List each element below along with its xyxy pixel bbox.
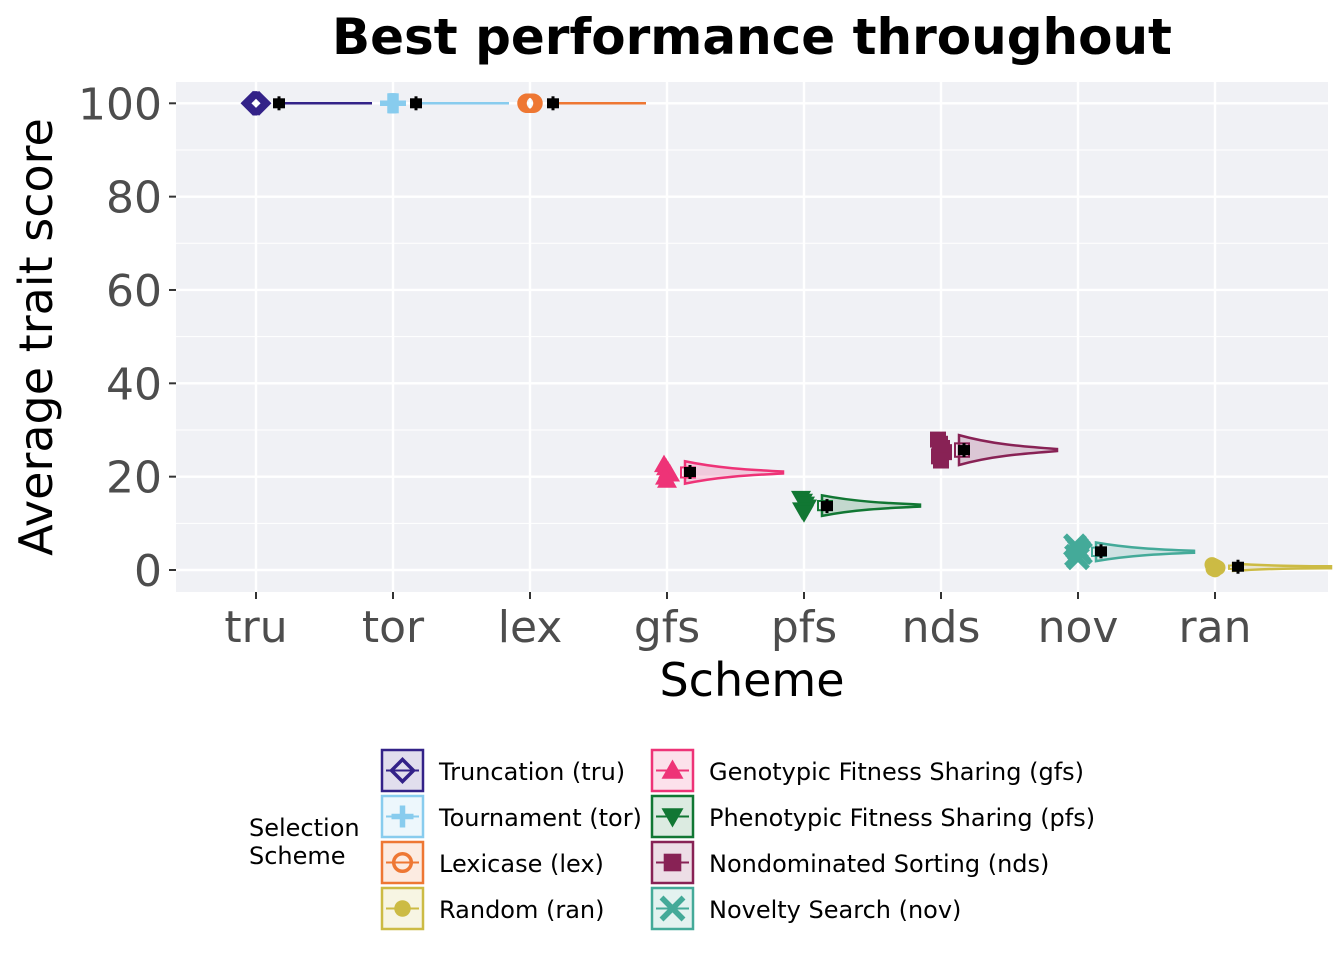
legend-item-tru: Truncation (tru) bbox=[380, 748, 625, 793]
legend: Selection Scheme Truncation (tru) Tournamen… bbox=[249, 748, 1095, 931]
legend-item-lex: Lexicase (lex) bbox=[380, 840, 604, 885]
y-tick-label: 100 bbox=[78, 79, 162, 130]
mean-marker bbox=[821, 501, 833, 512]
legend-label: Truncation (tru) bbox=[438, 758, 625, 786]
legend-title: Selection Scheme bbox=[249, 814, 360, 870]
mean-marker bbox=[410, 98, 422, 109]
violin-ran bbox=[1204, 557, 1333, 578]
legend-item-ran: Random (ran) bbox=[380, 886, 605, 931]
points bbox=[791, 490, 817, 523]
violin-tor bbox=[380, 93, 509, 114]
x-axis: tru tor lex gfs pfs nds nov ran bbox=[224, 592, 1251, 653]
mean-marker bbox=[1232, 561, 1244, 572]
circle-icon bbox=[394, 900, 411, 917]
x-tick-label: ran bbox=[1179, 602, 1252, 653]
violin-lex bbox=[517, 93, 646, 114]
points bbox=[1063, 533, 1093, 571]
x-tick-label: gfs bbox=[634, 602, 700, 653]
legend-label: Nondominated Sorting (nds) bbox=[709, 850, 1049, 878]
legend-item-gfs: Genotypic Fitness Sharing (gfs) bbox=[650, 748, 1084, 793]
violin-pfs bbox=[791, 490, 922, 523]
violin-shape bbox=[683, 459, 785, 486]
points bbox=[380, 93, 406, 114]
violin-nov bbox=[1063, 533, 1196, 571]
points bbox=[517, 93, 543, 114]
x-tick-label: nds bbox=[902, 602, 981, 653]
legend-item-nds: Nondominated Sorting (nds) bbox=[650, 840, 1049, 885]
chart-title: Best performance throughout bbox=[332, 8, 1172, 66]
x-axis-title: Scheme bbox=[659, 653, 844, 707]
y-tick-label: 60 bbox=[106, 266, 162, 317]
violin-gfs bbox=[654, 454, 785, 488]
x-tick-label: lex bbox=[498, 602, 563, 653]
triangle-down-icon bbox=[661, 808, 684, 828]
violin-shape bbox=[820, 493, 922, 518]
y-axis: 0 20 40 60 80 100 bbox=[78, 79, 176, 597]
x-tick-label: nov bbox=[1038, 602, 1119, 653]
triangle-up-icon bbox=[661, 759, 684, 779]
legend-item-tor: Tournament (tor) bbox=[380, 794, 642, 839]
violin-shape bbox=[957, 433, 1059, 467]
mean-marker bbox=[684, 466, 696, 477]
violin-tru bbox=[240, 90, 372, 116]
y-tick-label: 40 bbox=[106, 359, 162, 410]
points bbox=[1204, 557, 1226, 578]
legend-label: Random (ran) bbox=[439, 896, 605, 924]
mean-marker bbox=[547, 98, 559, 109]
violins bbox=[240, 90, 1333, 578]
legend-label: Novelty Search (nov) bbox=[709, 896, 961, 924]
y-tick-label: 0 bbox=[134, 546, 162, 597]
plus-icon bbox=[391, 805, 414, 828]
y-axis-title: Average trait score bbox=[9, 118, 63, 556]
plot-panel bbox=[176, 82, 1328, 592]
x-icon bbox=[659, 895, 686, 922]
circle-open-icon bbox=[391, 851, 414, 874]
points bbox=[930, 431, 952, 469]
points bbox=[654, 454, 680, 488]
violin-shape bbox=[1094, 540, 1196, 563]
legend-item-nov: Novelty Search (nov) bbox=[650, 886, 961, 931]
diamond-icon bbox=[389, 757, 416, 784]
mean-marker bbox=[273, 98, 285, 109]
legend-label: Genotypic Fitness Sharing (gfs) bbox=[709, 758, 1084, 786]
mean-marker bbox=[958, 445, 970, 456]
legend-label: Lexicase (lex) bbox=[439, 850, 604, 878]
mean-marker bbox=[1095, 546, 1107, 557]
y-tick-label: 80 bbox=[106, 173, 162, 224]
legend-label: Phenotypic Fitness Sharing (pfs) bbox=[709, 804, 1095, 832]
legend-item-pfs: Phenotypic Fitness Sharing (pfs) bbox=[650, 794, 1095, 839]
x-tick-label: pfs bbox=[771, 602, 837, 653]
square-icon bbox=[663, 853, 682, 872]
violin-shape bbox=[1231, 562, 1333, 573]
x-tick-label: tor bbox=[362, 602, 425, 653]
points bbox=[240, 90, 272, 116]
y-tick-label: 20 bbox=[106, 453, 162, 504]
violin-nds bbox=[930, 431, 1059, 469]
x-tick-label: tru bbox=[224, 602, 287, 653]
legend-label: Tournament (tor) bbox=[438, 804, 642, 832]
